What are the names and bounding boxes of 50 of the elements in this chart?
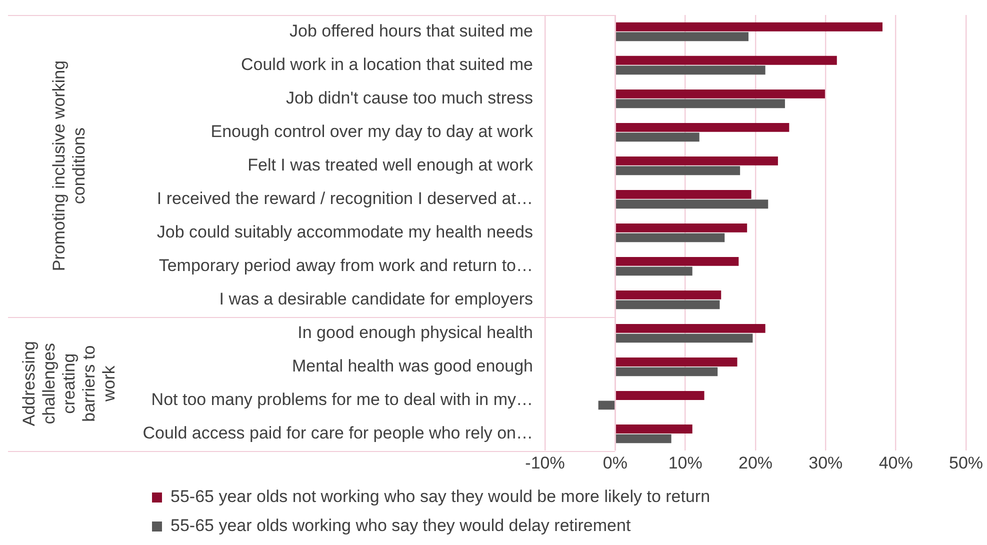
- x-tick-label: 10%: [668, 453, 702, 472]
- bar: [616, 22, 882, 32]
- x-tick-label: 0%: [602, 453, 628, 472]
- bar: [616, 122, 790, 132]
- bar: [616, 156, 778, 166]
- bar: [616, 434, 672, 444]
- y-tick-label: Temporary period away from work and return to…: [158, 256, 533, 275]
- y-tick-label: Job could suitably accommodate my health needs: [156, 222, 533, 242]
- bar: [616, 334, 753, 343]
- bar: [616, 367, 718, 376]
- bar: [616, 256, 739, 266]
- y-tick-label: Could work in a location that suited me: [241, 54, 533, 74]
- y-tick-label: Job didn't cause too much stress: [286, 88, 533, 108]
- x-tick-label: 20%: [738, 453, 773, 472]
- x-tick-label: 50%: [948, 453, 984, 472]
- bar: [616, 424, 692, 434]
- bar: [616, 99, 785, 108]
- bar: [616, 132, 700, 142]
- bar: [616, 66, 766, 75]
- y-tick-label: Mental health was good enough: [292, 356, 533, 376]
- bar: [598, 400, 615, 410]
- bar: [616, 32, 748, 42]
- text: Promoting inclusive working conditions: [50, 60, 89, 272]
- y-tick-label: Enough control over my day to day at work: [210, 122, 534, 141]
- bar: [616, 358, 738, 366]
- y-tick-label: Not too many problems for me to deal with in my…: [151, 390, 533, 410]
- text: Addressing challenges creating barriers to work: [20, 341, 119, 426]
- bar: [616, 324, 766, 333]
- y-tick-label: I received the reward / recognition I deserved at…: [156, 188, 533, 208]
- y-tick-label: In good enough physical health: [298, 323, 533, 342]
- bar: [616, 233, 725, 242]
- bar: [616, 190, 752, 199]
- y-tick-label: I was a desirable candidate for employers: [219, 290, 533, 309]
- bar: [616, 300, 720, 310]
- x-tick-label: 40%: [878, 453, 913, 472]
- bar: [616, 391, 704, 400]
- y-tick-label: Could access paid for care for people who rely on…: [142, 424, 533, 443]
- bar: [616, 200, 768, 209]
- y-tick-label: Job offered hours that suited me: [289, 21, 533, 40]
- bar: [616, 166, 740, 176]
- bar: [616, 223, 748, 232]
- x-tick-label: 30%: [808, 453, 843, 472]
- legend-label: 55-65 year olds working who say they would delay retirement: [170, 516, 631, 536]
- x-tick-label: -10%: [525, 453, 565, 472]
- bar: [616, 89, 825, 98]
- y-tick-label: Felt I was treated well enough at work: [248, 155, 534, 174]
- bar: [616, 266, 692, 276]
- legend-label: 55-65 year olds not working who say they would be more likely to return: [170, 487, 710, 506]
- bar: [616, 290, 722, 300]
- bar: [616, 56, 837, 65]
